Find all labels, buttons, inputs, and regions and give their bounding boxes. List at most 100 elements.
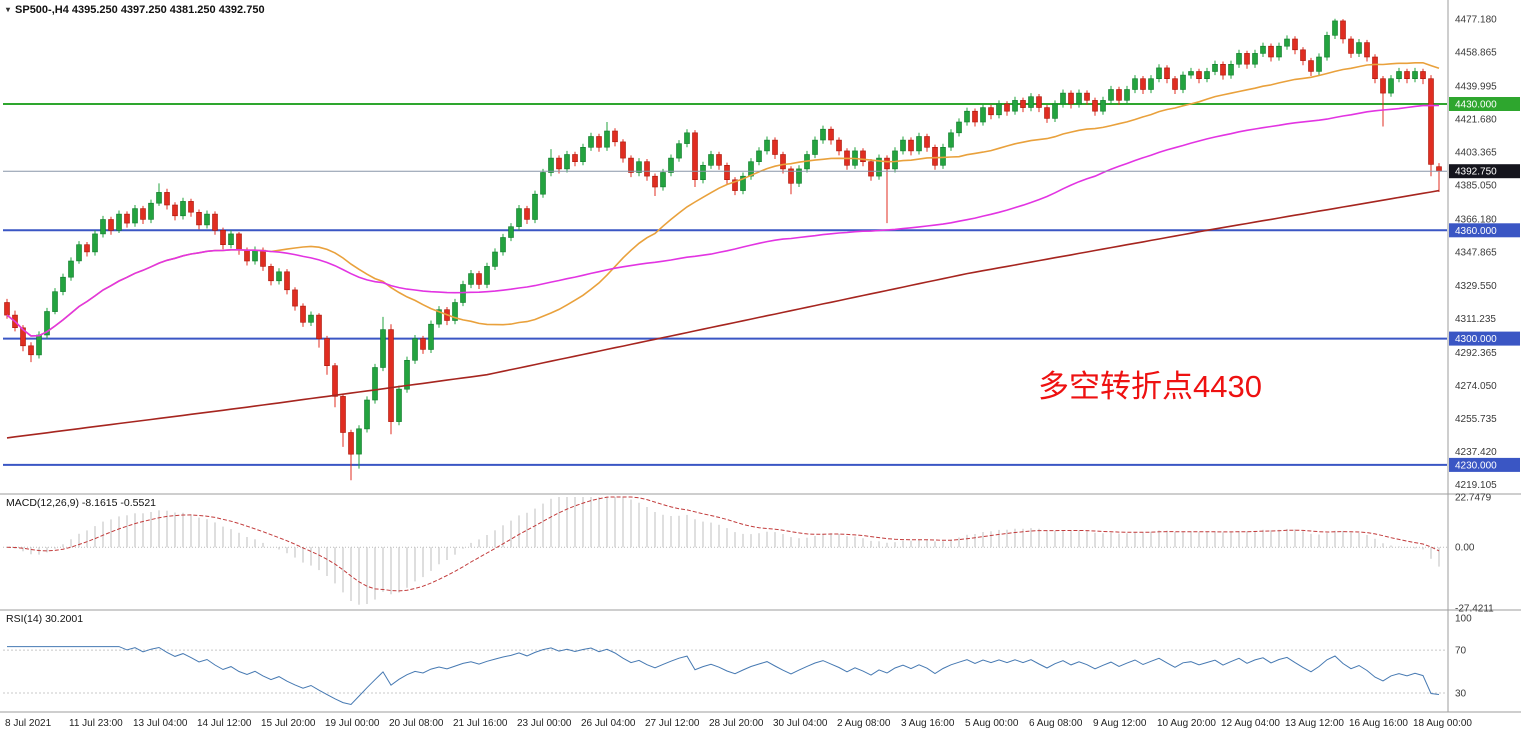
price-tick-label: 4329.550 (1455, 281, 1497, 292)
candle-body (1404, 71, 1410, 79)
candle-body (780, 154, 786, 170)
ma-mid-line (6, 104, 1440, 337)
candle-body (420, 338, 426, 350)
candle-body (140, 208, 146, 220)
candle-body (340, 396, 346, 433)
time-label: 8 Jul 2021 (5, 718, 52, 729)
candle-body (1236, 53, 1242, 65)
price-tick-label: 4255.735 (1455, 414, 1497, 425)
candle-body (964, 110, 970, 123)
candle-body (132, 208, 138, 224)
candle-body (716, 154, 722, 166)
price-level-badge-label: 4392.750 (1455, 167, 1497, 178)
price-tick-label: 4366.180 (1455, 215, 1497, 226)
price-axis[interactable]: 4477.180 4458.865 4439.995 4421.680 4403.365… (1449, 14, 1520, 491)
candle-body (996, 103, 1002, 116)
price-level-badge (1449, 331, 1520, 346)
price-level-badge (1449, 97, 1520, 111)
candle-body (1324, 35, 1330, 58)
candle-body (468, 273, 474, 285)
candle-body (1244, 53, 1250, 65)
candle-body (772, 139, 778, 155)
candle-body (284, 271, 290, 291)
candle-body (436, 309, 442, 325)
time-label: 9 Aug 12:00 (1093, 718, 1147, 729)
candles (4, 18, 1442, 481)
macd-pane[interactable] (3, 496, 1447, 605)
candle-body (860, 150, 866, 162)
candle-body (1292, 38, 1298, 51)
time-label: 18 Aug 00:00 (1413, 718, 1472, 729)
candle-body (908, 139, 914, 152)
candle-body (148, 202, 154, 220)
time-label: 6 Aug 08:00 (1029, 718, 1083, 729)
candle-body (1180, 74, 1186, 90)
candle-body (1364, 42, 1370, 58)
candle-body (300, 305, 306, 323)
time-label: 14 Jul 12:00 (197, 718, 252, 729)
candle-body (1004, 103, 1010, 112)
candle-body (1428, 78, 1434, 165)
candle-body (60, 276, 66, 292)
candle-body (1436, 166, 1442, 172)
candle-body (1388, 78, 1394, 94)
candle-body (1036, 96, 1042, 108)
annotation-text[interactable]: 多空转折点4430 (1038, 369, 1262, 404)
candle-body (828, 128, 834, 141)
candle-body (932, 147, 938, 166)
time-label: 30 Jul 04:00 (773, 718, 828, 729)
candle-body (324, 338, 330, 367)
time-label: 13 Jul 04:00 (133, 718, 188, 729)
candle-body (884, 157, 890, 170)
candle-body (580, 147, 586, 163)
candle-body (548, 157, 554, 173)
candle-body (236, 233, 242, 251)
candle-body (1348, 38, 1354, 54)
candle-body (652, 175, 658, 188)
candle-body (876, 157, 882, 177)
candle-body (628, 157, 634, 173)
price-tick-label: 4385.050 (1455, 181, 1497, 192)
time-axis[interactable]: 8 Jul 2021 11 Jul 23:00 13 Jul 04:00 14 Jul… (5, 718, 1472, 729)
price-tick-label: 4403.365 (1455, 148, 1497, 159)
candle-body (980, 107, 986, 123)
time-label: 11 Jul 23:00 (69, 718, 123, 729)
candle-body (1092, 100, 1098, 112)
candle-body (20, 327, 26, 347)
candle-body (92, 233, 98, 253)
candle-body (812, 139, 818, 155)
candle-body (668, 157, 674, 173)
candle-body (724, 165, 730, 181)
candle-body (276, 271, 282, 282)
candle-body (820, 128, 826, 141)
candle-body (1420, 71, 1426, 79)
candle-body (28, 345, 34, 356)
candle-body (108, 219, 114, 231)
candle-body (100, 219, 106, 235)
time-label: 10 Aug 20:00 (1157, 718, 1216, 729)
candle-body (596, 136, 602, 148)
candle-body (836, 139, 842, 152)
candle-body (428, 323, 434, 350)
candle-body (76, 244, 82, 262)
candle-body (948, 132, 954, 148)
candle-body (1196, 71, 1202, 79)
candle-body (892, 150, 898, 170)
rsi-pane[interactable] (3, 646, 1447, 706)
candle-body (500, 237, 506, 253)
candle-body (180, 201, 186, 217)
candle-body (476, 273, 482, 285)
time-label: 16 Aug 16:00 (1349, 718, 1408, 729)
candle-body (1100, 100, 1106, 112)
candle-body (1140, 78, 1146, 90)
candle-body (196, 212, 202, 226)
candle-body (1164, 67, 1170, 80)
price-tick-label: 4292.365 (1455, 348, 1497, 359)
candle-body (1204, 71, 1210, 79)
time-label: 23 Jul 00:00 (517, 718, 572, 729)
candle-body (1148, 78, 1154, 90)
candle-body (540, 172, 546, 195)
candle-body (756, 150, 762, 162)
